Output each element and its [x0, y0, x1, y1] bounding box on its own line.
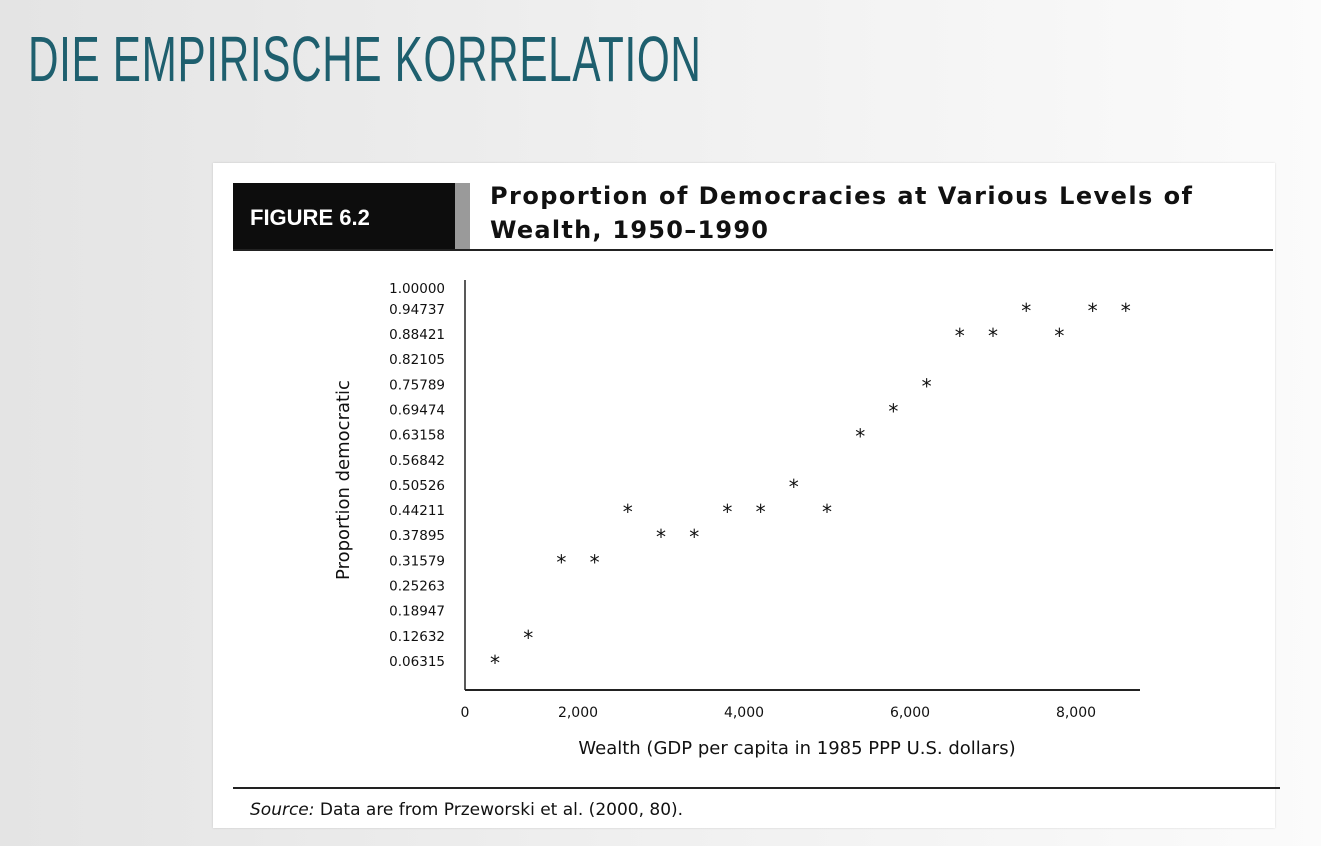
data-point: *	[888, 400, 898, 424]
data-point: *	[1054, 324, 1064, 348]
data-point: *	[756, 500, 766, 524]
y-tick-label: 0.63158	[389, 428, 445, 444]
x-tick-label: 0	[461, 705, 470, 721]
data-point: *	[855, 425, 865, 449]
y-tick-label: 0.31579	[389, 553, 445, 569]
y-tick-label: 0.37895	[389, 528, 445, 544]
data-point: *	[490, 651, 500, 675]
data-point: *	[1121, 299, 1131, 323]
figure-title-line1: Proportion of Democracies at Various Lev…	[490, 182, 1193, 210]
x-tick-label: 2,000	[558, 705, 598, 721]
data-point: *	[590, 550, 600, 574]
x-tick-label: 8,000	[1056, 705, 1096, 721]
x-tick-label: 6,000	[890, 705, 930, 721]
y-tick-label: 0.75789	[389, 377, 445, 393]
data-point: *	[556, 550, 566, 574]
data-point: *	[722, 500, 732, 524]
x-tick-label: 4,000	[724, 705, 764, 721]
y-tick-label: 0.12632	[389, 629, 445, 645]
data-point: *	[1088, 299, 1098, 323]
figure-title-line2: Wealth, 1950–1990	[490, 216, 768, 244]
y-tick-label: 0.50526	[389, 478, 445, 494]
y-tick-label: 1.00000	[389, 281, 445, 297]
y-tick-label: 0.88421	[389, 327, 445, 343]
data-point: *	[1021, 299, 1031, 323]
y-tick-label: 0.69474	[389, 403, 445, 419]
y-tick-label: 0.25263	[389, 579, 445, 595]
slide-title: DIE EMPIRISCHE KORRELATION	[28, 23, 702, 95]
data-point: *	[988, 324, 998, 348]
data-point: *	[689, 525, 699, 549]
y-axis-label: Proportion democratic	[333, 380, 354, 580]
y-tick-label: 0.18947	[389, 604, 445, 620]
data-point: *	[822, 500, 832, 524]
source-note: Source: Data are from Przeworski et al. …	[250, 800, 683, 820]
data-point: *	[656, 525, 666, 549]
y-tick-label: 0.56842	[389, 453, 445, 469]
figure-label-box	[233, 183, 455, 250]
figure-label-hatch	[455, 183, 470, 250]
data-point: *	[523, 626, 533, 650]
y-tick-label: 0.82105	[389, 352, 445, 368]
x-axis-label: Wealth (GDP per capita in 1985 PPP U.S. …	[578, 738, 1015, 759]
source-prefix: Source:	[250, 800, 315, 820]
source-text: Data are from Przeworski et al. (2000, 8…	[315, 800, 684, 820]
y-tick-label: 0.94737	[389, 302, 445, 318]
data-point: *	[623, 500, 633, 524]
data-point: *	[789, 475, 799, 499]
y-tick-label: 0.06315	[389, 654, 445, 670]
data-point: *	[955, 324, 965, 348]
figure-label: FIGURE 6.2	[250, 205, 370, 230]
y-tick-label: 0.44211	[389, 503, 445, 519]
figure-image	[213, 163, 1275, 828]
data-point: *	[922, 374, 932, 398]
